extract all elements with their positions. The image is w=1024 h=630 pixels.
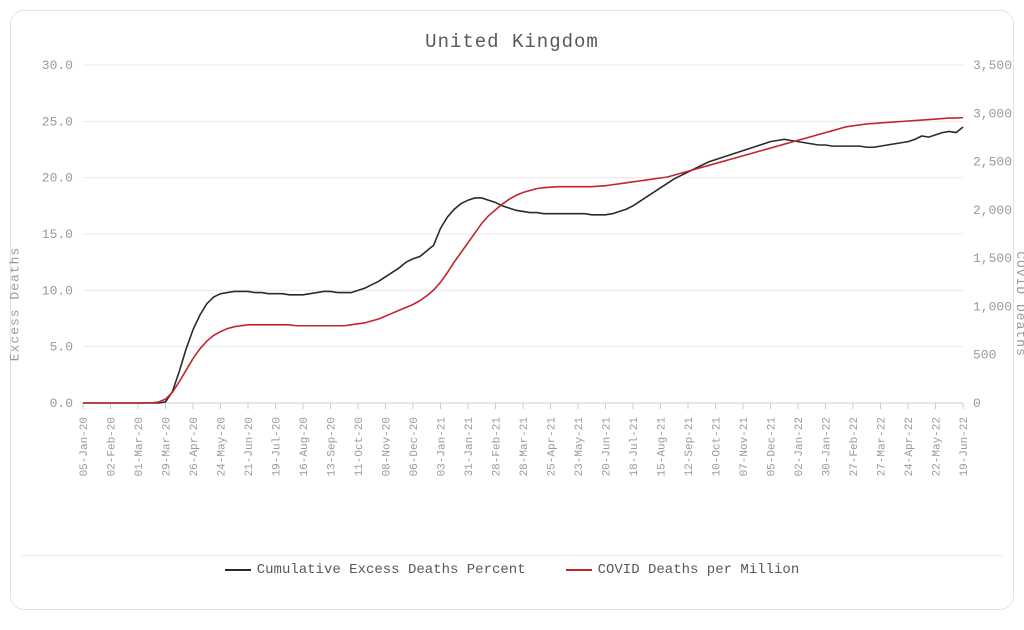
svg-text:30.0: 30.0 [42,58,73,73]
right-axis-label: COVID Deaths [1014,251,1024,357]
svg-text:24-May-20: 24-May-20 [217,417,229,476]
svg-text:20-Jun-21: 20-Jun-21 [602,417,614,477]
svg-text:15-Aug-21: 15-Aug-21 [657,417,669,477]
chart-title: United Kingdom [21,31,1003,53]
svg-text:3,500: 3,500 [973,58,1012,73]
chart-card: United Kingdom Excess Deaths COVID Death… [10,10,1014,610]
svg-text:29-Mar-20: 29-Mar-20 [162,417,174,476]
legend-swatch-excess-deaths [225,569,251,571]
svg-text:500: 500 [973,348,996,363]
svg-text:12-Sep-21: 12-Sep-21 [684,417,696,477]
legend-label-series1: Cumulative Excess Deaths Percent [257,562,526,578]
svg-text:08-Nov-20: 08-Nov-20 [382,417,394,476]
legend-item-series1[interactable]: Cumulative Excess Deaths Percent [225,562,526,578]
left-axis-label: Excess Deaths [8,247,23,361]
svg-text:1,000: 1,000 [973,299,1012,314]
legend: Cumulative Excess Deaths Percent COVID D… [21,555,1003,588]
svg-text:13-Sep-20: 13-Sep-20 [327,417,339,476]
svg-text:07-Nov-21: 07-Nov-21 [739,417,751,477]
covid-deaths-line [83,118,963,403]
svg-text:06-Dec-20: 06-Dec-20 [409,417,421,476]
svg-text:5.0: 5.0 [50,340,73,355]
svg-text:11-Oct-20: 11-Oct-20 [354,417,366,476]
excess-deaths-line [83,127,963,403]
svg-text:10-Oct-21: 10-Oct-21 [712,417,724,477]
chart-svg: 0.0 5.0 10.0 15.0 20.0 25.0 30.0 0 500 1,000 1,500… [21,55,1024,553]
svg-text:2,500: 2,500 [973,155,1012,170]
svg-text:21-Jun-20: 21-Jun-20 [244,417,256,476]
svg-text:24-Apr-22: 24-Apr-22 [904,417,916,476]
svg-text:1,500: 1,500 [973,251,1012,266]
legend-swatch-covid-deaths [566,569,592,571]
svg-text:19-Jun-22: 19-Jun-22 [959,417,971,476]
svg-text:25-Apr-21: 25-Apr-21 [547,417,559,477]
svg-text:16-Aug-20: 16-Aug-20 [299,417,311,476]
svg-text:05-Jan-20: 05-Jan-20 [79,417,91,476]
svg-text:3,000: 3,000 [973,106,1012,121]
svg-text:0: 0 [973,396,981,411]
svg-text:02-Feb-20: 02-Feb-20 [107,417,119,476]
svg-text:18-Jul-21: 18-Jul-21 [629,417,641,477]
svg-text:28-Mar-21: 28-Mar-21 [519,417,531,477]
svg-text:02-Jan-22: 02-Jan-22 [794,417,806,476]
svg-text:23-May-21: 23-May-21 [574,417,586,477]
svg-text:25.0: 25.0 [42,114,73,129]
svg-text:22-May-22: 22-May-22 [932,417,944,476]
svg-text:01-Mar-20: 01-Mar-20 [134,417,146,476]
svg-text:10.0: 10.0 [42,283,73,298]
svg-text:30-Jan-22: 30-Jan-22 [822,417,834,476]
svg-text:26-Apr-20: 26-Apr-20 [189,417,201,476]
svg-text:20.0: 20.0 [42,171,73,186]
svg-text:19-Jul-20: 19-Jul-20 [272,417,284,476]
svg-text:15.0: 15.0 [42,227,73,242]
legend-label-series2: COVID Deaths per Million [598,562,800,578]
svg-text:0.0: 0.0 [50,396,73,411]
svg-text:03-Jan-21: 03-Jan-21 [437,417,449,477]
svg-text:05-Dec-21: 05-Dec-21 [767,417,779,477]
svg-text:2,000: 2,000 [973,203,1012,218]
svg-text:28-Feb-21: 28-Feb-21 [492,417,504,477]
svg-text:31-Jan-21: 31-Jan-21 [464,417,476,477]
svg-text:27-Mar-22: 27-Mar-22 [877,417,889,476]
legend-item-series2[interactable]: COVID Deaths per Million [566,562,800,578]
svg-text:27-Feb-22: 27-Feb-22 [849,417,861,476]
